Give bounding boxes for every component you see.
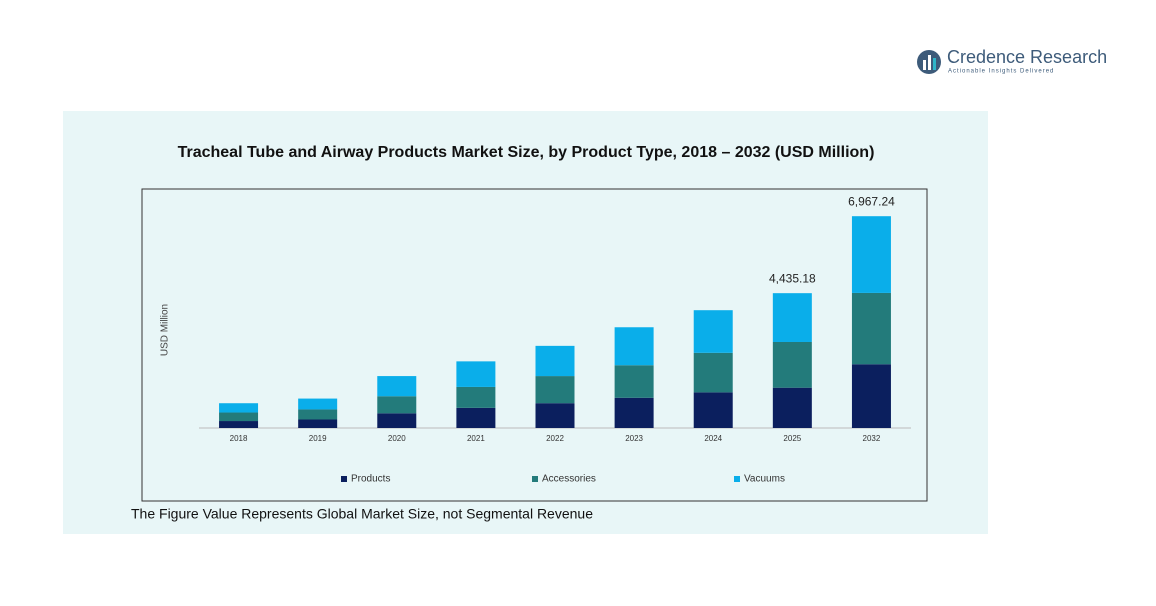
legend-swatch bbox=[341, 476, 347, 482]
bar-segment bbox=[614, 327, 654, 366]
bar-segment bbox=[535, 345, 575, 377]
bar-segment bbox=[851, 216, 891, 293]
bar-segment bbox=[772, 293, 812, 342]
logo: Credence Research Actionable Insights De… bbox=[917, 47, 1107, 75]
bar-segment bbox=[377, 376, 417, 397]
bar-segment bbox=[693, 352, 733, 393]
plot: 2018 2019 2020 2021 2022 2023 2024 2025 2032 4,43… bbox=[219, 194, 895, 485]
bar-segment bbox=[772, 387, 812, 428]
bar-segment bbox=[693, 310, 733, 353]
x-tick-label: 2024 bbox=[704, 434, 722, 443]
logo-icon-bar bbox=[933, 58, 936, 70]
x-tick-label: 2020 bbox=[388, 434, 406, 443]
bar-segment bbox=[851, 364, 891, 428]
brand-tagline: Actionable Insights Delivered bbox=[948, 69, 1054, 75]
bar-segment bbox=[693, 392, 733, 428]
logo-icon-bar bbox=[928, 55, 931, 70]
bar-segment bbox=[535, 376, 575, 404]
bar-segment bbox=[219, 403, 259, 413]
legend-label: Products bbox=[351, 474, 390, 485]
x-tick-label: 2021 bbox=[467, 434, 485, 443]
footnote: The Figure Value Represents Global Marke… bbox=[131, 506, 593, 522]
bar-segment bbox=[614, 397, 654, 428]
legend-label: Accessories bbox=[542, 474, 596, 485]
x-tick-label: 2019 bbox=[309, 434, 327, 443]
bar-segment bbox=[456, 386, 496, 408]
x-tick-label: 2032 bbox=[863, 434, 881, 443]
bar-segment bbox=[219, 421, 259, 428]
chart-frame bbox=[141, 188, 928, 502]
x-tick-label: 2018 bbox=[230, 434, 248, 443]
total-label: 6,967.24 bbox=[848, 194, 895, 208]
bar-segment bbox=[298, 419, 338, 428]
bar-segment bbox=[851, 292, 891, 365]
chart-title: Tracheal Tube and Airway Products Market… bbox=[178, 144, 875, 161]
bar-segment bbox=[298, 398, 338, 410]
brand-name: Credence Research bbox=[947, 47, 1107, 67]
bar-segment bbox=[377, 413, 417, 428]
bar-segment bbox=[298, 409, 338, 420]
logo-icon-bar bbox=[923, 60, 926, 70]
bar-segment bbox=[456, 361, 496, 387]
y-axis-label: USD Million bbox=[160, 304, 171, 356]
legend-label: Vacuums bbox=[744, 474, 785, 485]
x-tick-label: 2022 bbox=[546, 434, 564, 443]
bar-segment bbox=[219, 412, 259, 422]
x-tick-label: 2023 bbox=[625, 434, 643, 443]
panel bbox=[63, 111, 988, 534]
bar-segment bbox=[377, 396, 417, 414]
total-label: 4,435.18 bbox=[769, 271, 816, 285]
bar-segment bbox=[456, 407, 496, 428]
bar-segment bbox=[535, 403, 575, 428]
legend-swatch bbox=[734, 476, 740, 482]
legend-swatch bbox=[532, 476, 538, 482]
x-tick-label: 2025 bbox=[783, 434, 801, 443]
bar-segment bbox=[772, 341, 812, 388]
bar-segment bbox=[614, 365, 654, 398]
